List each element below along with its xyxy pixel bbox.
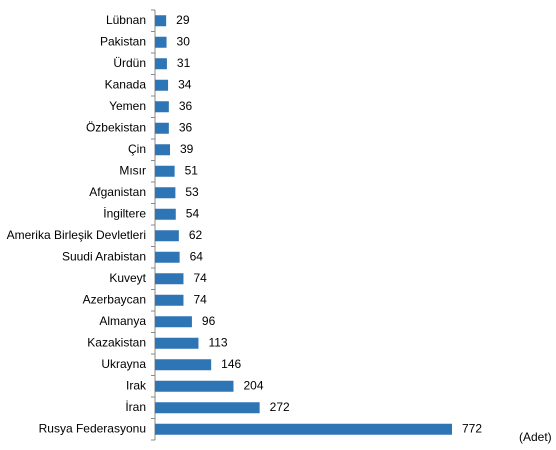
value-label: 64 [190,249,204,263]
bar [155,187,176,199]
y-tick-label: Amerika Birleşik Devletleri [7,228,146,242]
bar [155,122,169,134]
value-label: 31 [177,56,191,70]
bar [155,36,167,48]
bar [155,101,169,113]
value-label: 54 [186,206,200,220]
y-tick-label: Azerbaycan [83,292,146,306]
y-tick-label: Kuveyt [109,271,146,285]
bar [155,402,260,414]
value-label: 62 [189,228,203,242]
bar [155,380,234,392]
value-label: 74 [193,271,207,285]
y-tick-label: Rusya Federasyonu [39,421,146,435]
y-tick-label: Ukrayna [101,357,146,371]
y-tick-label: Afganistan [89,185,146,199]
bar [155,251,180,263]
y-tick-label: Irak [126,378,147,392]
value-label: 53 [185,185,199,199]
y-tick-label: Mısır [119,163,146,177]
value-label: 204 [243,378,263,392]
y-tick-label: Suudi Arabistan [62,249,146,263]
bar [155,208,176,220]
value-label: 34 [178,77,192,91]
bar [155,230,179,242]
y-tick-label: Ürdün [113,56,146,70]
bar [155,79,169,91]
bar [155,273,184,285]
x-axis-label: (Adet) [519,430,552,444]
value-label: 146 [221,357,241,371]
value-label: 30 [177,34,191,48]
bar [155,337,199,349]
y-tick-label: Özbekistan [86,120,146,134]
bar [155,294,184,306]
value-label: 113 [208,335,227,349]
y-tick-label: Lübnan [106,13,146,27]
bar [155,316,192,328]
value-label: 51 [185,163,199,177]
bar [155,423,452,435]
y-tick-label: Kazakistan [87,335,146,349]
value-label: 772 [462,421,482,435]
bar [155,359,212,371]
value-label: 39 [180,142,194,156]
y-tick-label: Pakistan [100,34,146,48]
y-tick-label: Çin [128,142,146,156]
y-tick-label: İran [125,400,146,414]
y-tick-label: Almanya [99,314,146,328]
value-label: 29 [176,13,190,27]
value-label: 36 [179,120,193,134]
bar [155,165,175,177]
value-label: 74 [193,292,207,306]
y-tick-label: Kanada [105,77,147,91]
value-label: 272 [270,400,290,414]
value-label: 36 [179,99,193,113]
value-label: 96 [202,314,216,328]
y-tick-label: İngiltere [103,206,146,220]
y-tick-label: Yemen [109,99,146,113]
bar [155,144,171,156]
bar [155,58,167,70]
bar [155,15,167,27]
